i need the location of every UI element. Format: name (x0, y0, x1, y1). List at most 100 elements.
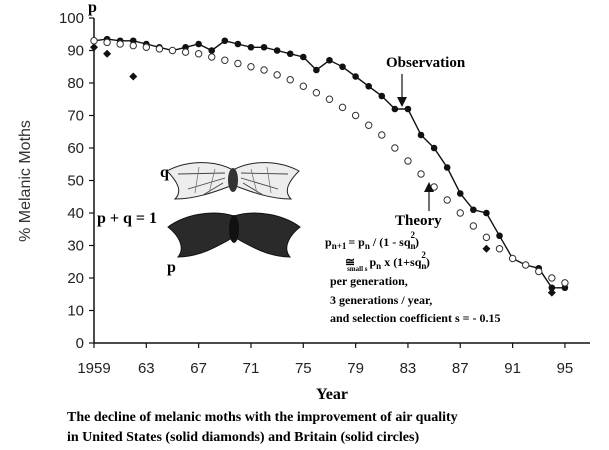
theory-point (535, 267, 543, 276)
x-tick-label: 1959 (77, 360, 110, 377)
formula-line-3: per generation, (330, 274, 408, 288)
theory-point (168, 46, 177, 55)
y-tick-label: 30 (67, 238, 84, 255)
x-tick-label: 91 (504, 360, 521, 377)
x-tick-label: 87 (452, 360, 469, 377)
britain-point (273, 47, 281, 54)
britain-point (456, 190, 464, 197)
theory-point (90, 37, 98, 45)
britain-point (234, 40, 242, 48)
us-diamond-point (482, 244, 491, 253)
theory-point (365, 121, 373, 129)
y-ticks: 0 10 20 30 40 50 60 70 80 90 100 (59, 10, 94, 352)
britain-point (443, 164, 451, 171)
data-points (90, 35, 569, 297)
x-tick-label: 67 (190, 360, 207, 377)
theory-point (221, 56, 229, 64)
theory-point (325, 95, 334, 103)
theory-point (260, 66, 268, 74)
x-tick-label: 95 (557, 360, 574, 377)
y-tick-label: 10 (67, 303, 84, 320)
theory-point (378, 131, 386, 139)
x-tick-label: 75 (295, 360, 312, 377)
theory-point (286, 76, 294, 84)
us-diamond-point (103, 49, 112, 58)
theory-point (548, 274, 556, 282)
theory-point (155, 45, 164, 53)
x-tick-label: 83 (400, 360, 417, 377)
theory-point (417, 170, 425, 178)
theory-point (521, 261, 530, 269)
x-axis-label: Year (316, 386, 348, 403)
q-label: q (160, 164, 169, 181)
britain-point (470, 206, 477, 214)
britain-point (326, 56, 333, 64)
x-tick-label: 79 (347, 360, 364, 377)
theory-point (234, 59, 242, 68)
formula-block: pn+1 = pn / (1 - sqn2) ≅small s pn x (1+sqn2… (325, 230, 500, 325)
britain-point (247, 43, 255, 51)
y-axis-label: % Melanic Moths (17, 120, 34, 242)
theory-arrowhead (424, 182, 434, 192)
us-diamond-point (129, 72, 138, 81)
dark-moth-icon (167, 212, 301, 258)
x-tick-label: 63 (138, 360, 155, 377)
us-diamond-point (90, 43, 98, 52)
theory-point (391, 144, 399, 152)
britain-point (299, 53, 307, 61)
theory-point (482, 233, 491, 242)
y-axis-symbol: p (88, 0, 97, 16)
observation-label: Observation (386, 55, 466, 71)
britain-point (365, 82, 373, 90)
theory-point (495, 245, 504, 253)
theory-point (404, 157, 412, 165)
theory-point (312, 89, 321, 97)
theory-point (508, 254, 517, 263)
y-tick-label: 0 (76, 335, 84, 352)
britain-point (195, 40, 202, 48)
y-tick-label: 100 (59, 10, 84, 27)
theory-point (299, 82, 307, 90)
theory-point (194, 50, 203, 58)
theory-point (273, 71, 281, 79)
theory-point (181, 48, 190, 56)
p-label: p (167, 259, 176, 276)
y-tick-label: 60 (67, 140, 84, 157)
caption-line-1: The decline of melanic moths with the im… (67, 410, 458, 425)
britain-point (221, 37, 229, 45)
theory-point (456, 209, 464, 217)
britain-point (483, 209, 490, 217)
britain-point (548, 284, 556, 292)
theory-point (129, 41, 137, 50)
formula-line-1: pn+1 = pn / (1 - sqn2) (325, 230, 419, 251)
britain-point (352, 73, 359, 80)
formula-line-5: and selection coefficient s = - 0.15 (330, 311, 500, 325)
y-tick-label: 50 (67, 173, 84, 190)
y-tick-label: 70 (67, 108, 84, 125)
y-tick-label: 90 (67, 43, 84, 60)
theory-label: Theory (395, 213, 442, 229)
theory-point (561, 279, 569, 287)
theory-point (443, 196, 451, 204)
britain-point (496, 232, 503, 240)
formula-line-4: 3 generations / year, (330, 293, 432, 307)
theory-point (338, 103, 347, 112)
britain-point (391, 105, 399, 113)
x-tick-label: 71 (243, 360, 260, 377)
theory-point (142, 43, 151, 51)
britain-point (339, 63, 346, 71)
theory-point (469, 222, 478, 230)
us-diamond-point (547, 288, 556, 297)
theory-point (116, 40, 124, 48)
britain-point (404, 105, 412, 113)
y-tick-label: 40 (67, 205, 84, 222)
p-plus-q-label: p + q = 1 (97, 210, 157, 227)
x-ticks: 1959 63 67 71 75 79 83 87 91 95 (77, 343, 573, 377)
britain-point (260, 43, 268, 51)
britain-point (313, 66, 320, 74)
britain-point (208, 47, 216, 54)
light-moth-icon (166, 162, 300, 200)
britain-point (286, 50, 294, 58)
britain-point (417, 131, 425, 139)
